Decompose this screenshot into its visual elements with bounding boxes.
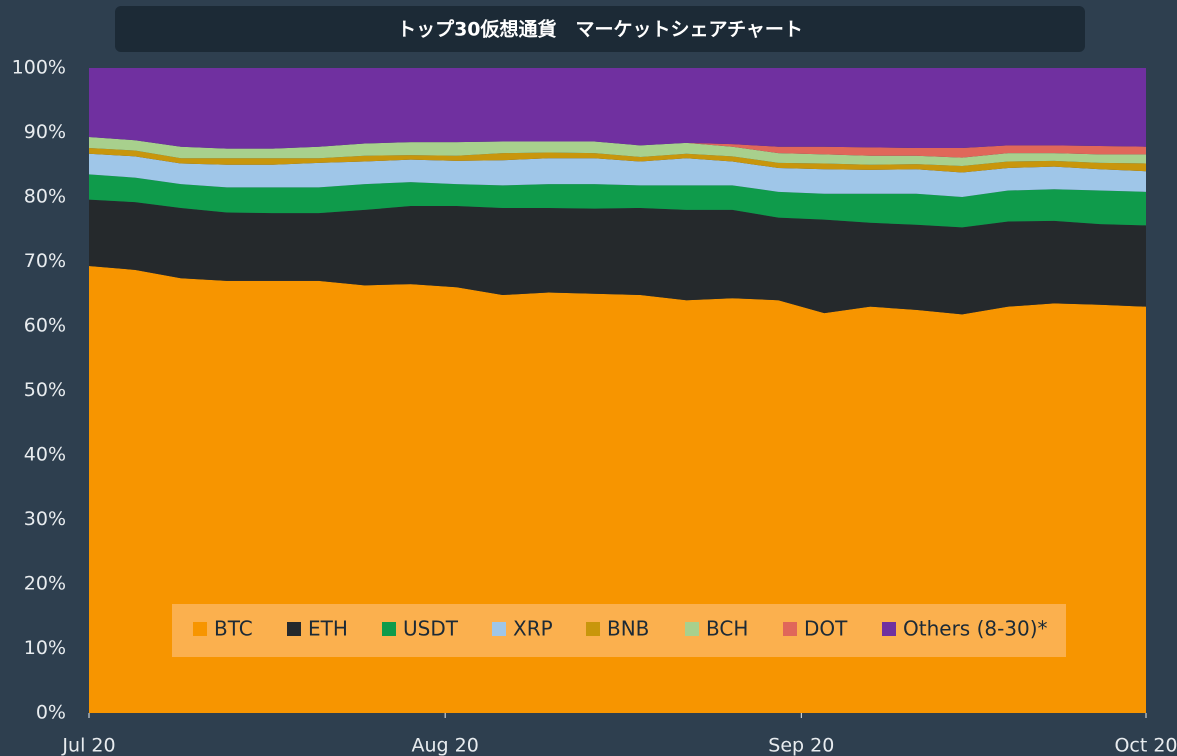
area bbox=[89, 199, 1146, 315]
y-tick-label: 20% bbox=[24, 573, 66, 595]
areas bbox=[89, 68, 1146, 713]
legend-label: BCH bbox=[706, 617, 748, 641]
legend-label: USDT bbox=[403, 617, 459, 641]
y-tick-label: 0% bbox=[36, 702, 66, 724]
legend-label: BTC bbox=[214, 617, 253, 641]
legend-label: Others (8-30)* bbox=[903, 617, 1048, 641]
y-tick-label: 80% bbox=[24, 186, 66, 208]
legend-label: DOT bbox=[804, 617, 848, 641]
legend: BTC ETH USDT XRP BNB BCH DOT Others (8-30)* bbox=[193, 617, 1048, 641]
area bbox=[89, 174, 1146, 228]
legend-swatch bbox=[382, 622, 396, 636]
area bbox=[89, 153, 1146, 197]
legend-swatch bbox=[882, 622, 896, 636]
legend-label: XRP bbox=[513, 617, 553, 641]
y-tick-label: 30% bbox=[24, 508, 66, 530]
y-tick-label: 50% bbox=[24, 379, 66, 401]
area bbox=[89, 137, 1146, 167]
area bbox=[89, 266, 1146, 713]
legend-swatch bbox=[685, 622, 699, 636]
legend-box bbox=[172, 604, 1066, 657]
y-tick-label: 70% bbox=[24, 250, 66, 272]
legend-label: ETH bbox=[308, 617, 348, 641]
title-box bbox=[115, 6, 1085, 52]
y-tick-label: 90% bbox=[24, 121, 66, 143]
axes: 0% 10% 20% 30% 40% 50% 60% 70% 80% 90% 100% Jul 20 A… bbox=[12, 57, 1177, 756]
y-tick-label: 40% bbox=[24, 444, 66, 466]
chart-title: トップ30仮想通貨 マーケットシェアチャート bbox=[397, 18, 803, 41]
legend-swatch bbox=[492, 622, 506, 636]
area bbox=[89, 137, 1146, 158]
area bbox=[89, 68, 1146, 149]
legend-label: BNB bbox=[607, 617, 649, 641]
legend-swatch bbox=[586, 622, 600, 636]
y-tick-label: 100% bbox=[12, 57, 66, 79]
x-tick-label: Jul 20 bbox=[61, 735, 115, 756]
legend-swatch bbox=[783, 622, 797, 636]
legend-swatch bbox=[193, 622, 207, 636]
x-tick-label: Oct 20 bbox=[1114, 735, 1177, 756]
y-tick-label: 60% bbox=[24, 315, 66, 337]
x-tick-label: Aug 20 bbox=[411, 735, 478, 756]
y-tick-label: 10% bbox=[24, 637, 66, 659]
area bbox=[89, 147, 1146, 173]
legend-swatch bbox=[287, 622, 301, 636]
x-tick-label: Sep 20 bbox=[768, 735, 834, 756]
